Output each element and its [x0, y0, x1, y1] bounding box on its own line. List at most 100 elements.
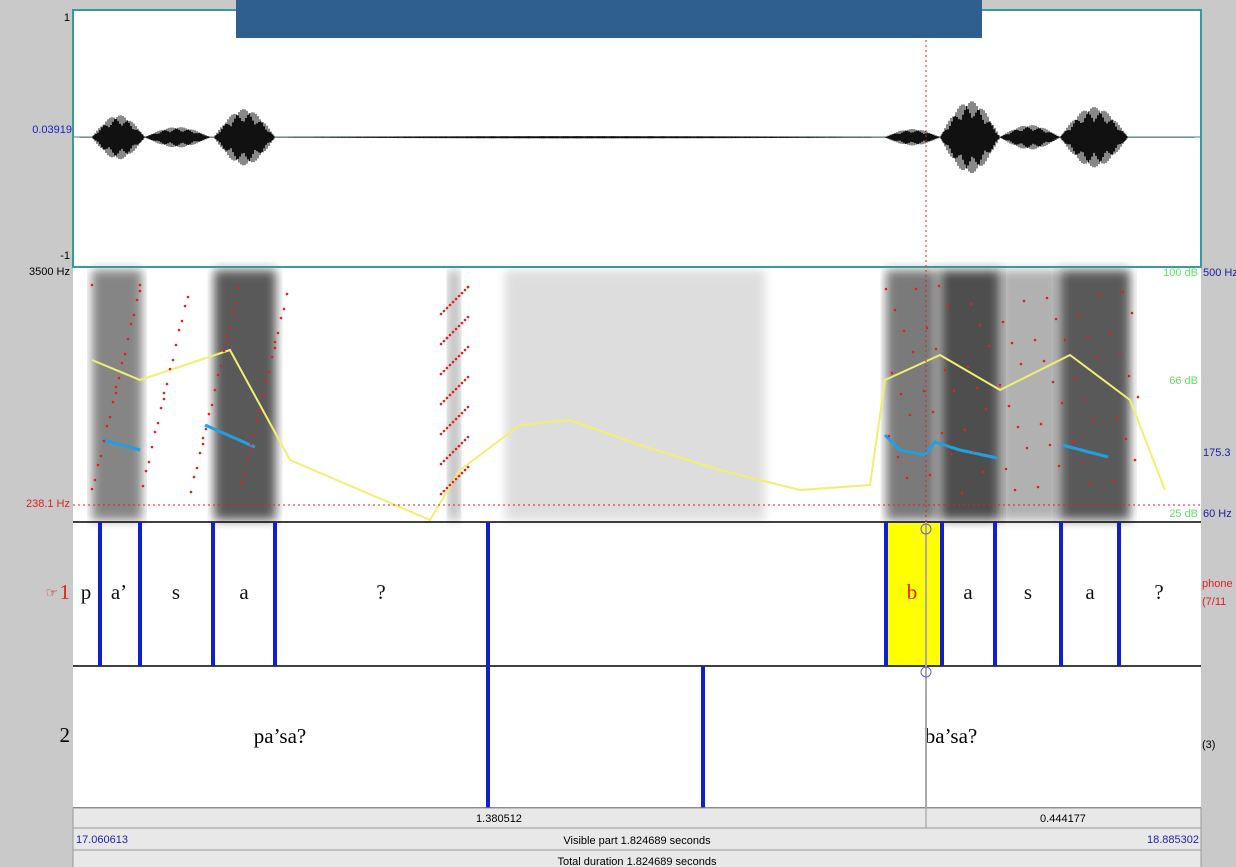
- interval-label[interactable]: ?: [376, 580, 385, 604]
- interval-label[interactable]: ?: [1154, 580, 1163, 604]
- formant-dot: [894, 309, 897, 312]
- formant-dot: [247, 458, 250, 461]
- interval-label[interactable]: pa’sa?: [254, 724, 306, 748]
- formant-dot: [250, 449, 253, 452]
- tier-number[interactable]: 1: [60, 580, 71, 604]
- formant-dot: [449, 454, 452, 457]
- formant-dot: [1072, 441, 1075, 444]
- tier-name: phone: [1202, 578, 1233, 590]
- formant-dot: [274, 341, 277, 344]
- formant-dot: [443, 430, 446, 433]
- formant-dot: [1061, 402, 1064, 405]
- formant-dot: [458, 355, 461, 358]
- formant-dot: [461, 292, 464, 295]
- formant-dot: [455, 478, 458, 481]
- formant-dot: [467, 466, 470, 469]
- formant-dot: [458, 415, 461, 418]
- formant-dot: [452, 331, 455, 334]
- formant-dot: [232, 311, 235, 314]
- interval-label[interactable]: s: [172, 580, 180, 604]
- formant-dot: [941, 432, 944, 435]
- formant-dot: [891, 372, 894, 375]
- formant-dot: [452, 361, 455, 364]
- total-duration[interactable]: Total duration 1.824689 seconds: [557, 856, 717, 867]
- formant-dot: [115, 392, 118, 395]
- formant-dot: [175, 344, 178, 347]
- wave-mid: 0.03919: [32, 124, 72, 136]
- formant-dot: [94, 479, 97, 482]
- end-time: 18.885302: [1147, 834, 1199, 846]
- visible-part[interactable]: Visible part 1.824689 seconds: [563, 835, 711, 847]
- formant-dot: [202, 437, 205, 440]
- tier-count: (3): [1202, 739, 1215, 751]
- tier-number[interactable]: 2: [60, 723, 71, 747]
- formant-dot: [1134, 459, 1137, 462]
- cursor-freq: 238.1 Hz: [26, 498, 70, 510]
- formant-dot: [1014, 489, 1017, 492]
- textgrid-editor: 1 0.03919 -1 3500 Hz 238.1 Hz 100 dB 66 …: [0, 0, 1236, 867]
- formant-dot: [1128, 375, 1131, 378]
- formant-dot: [220, 365, 223, 368]
- formant-dot: [136, 299, 139, 302]
- formant-dot: [1043, 360, 1046, 363]
- formant-dot: [1119, 354, 1122, 357]
- formant-dot: [235, 302, 238, 305]
- interval-label[interactable]: a’: [111, 580, 127, 604]
- formant-dot: [238, 287, 241, 290]
- formant-dot: [163, 392, 166, 395]
- formant-dot: [888, 435, 891, 438]
- interval-label[interactable]: a: [963, 580, 973, 604]
- formant-dot: [443, 310, 446, 313]
- formant-dot: [250, 443, 253, 446]
- formant-dot: [458, 295, 461, 298]
- interval-label[interactable]: b: [907, 580, 918, 604]
- formant-dot: [1113, 480, 1116, 483]
- formant-dot: [184, 305, 187, 308]
- interval-label[interactable]: a: [1085, 580, 1095, 604]
- interval-label[interactable]: ba’sa?: [925, 724, 977, 748]
- formant-dot: [464, 319, 467, 322]
- interval-label[interactable]: p: [81, 580, 92, 604]
- formant-dot: [1087, 336, 1090, 339]
- spectrogram: [73, 270, 1201, 520]
- left-duration[interactable]: 1.380512: [476, 813, 522, 825]
- formant-dot: [458, 475, 461, 478]
- formant-dot: [271, 356, 274, 359]
- formant-dot: [461, 472, 464, 475]
- formant-dot: [190, 491, 193, 494]
- formant-dot: [148, 461, 151, 464]
- formant-dot: [455, 388, 458, 391]
- formant-dot: [226, 335, 229, 338]
- formant-dot: [929, 474, 932, 477]
- formant-dot: [449, 334, 452, 337]
- formant-dot: [1116, 417, 1119, 420]
- formant-dot: [91, 488, 94, 491]
- formant-dot: [1096, 357, 1099, 360]
- formant-dot: [461, 442, 464, 445]
- formant-dot: [229, 326, 232, 329]
- formant-dot: [1093, 420, 1096, 423]
- formant-dot: [464, 469, 467, 472]
- formant-dot: [950, 453, 953, 456]
- intensity-mid: 66 dB: [1169, 375, 1198, 387]
- tier-pointer: ☞: [45, 585, 58, 601]
- formant-dot: [1058, 465, 1061, 468]
- formant-dot: [443, 490, 446, 493]
- formant-dot: [461, 382, 464, 385]
- interval-label[interactable]: a: [239, 580, 249, 604]
- formant-dot: [926, 327, 929, 330]
- spectral-energy: [886, 270, 938, 520]
- formant-dot: [196, 467, 199, 470]
- formant-dot: [467, 286, 470, 289]
- formant-dot: [106, 425, 109, 428]
- interval-label[interactable]: s: [1024, 580, 1032, 604]
- formant-dot: [178, 329, 181, 332]
- formant-dot: [458, 445, 461, 448]
- formant-dot: [154, 431, 157, 434]
- title-banner: [236, 0, 982, 38]
- formant-dot: [1005, 468, 1008, 471]
- formant-dot: [1017, 426, 1020, 429]
- formant-dot: [923, 390, 926, 393]
- right-duration[interactable]: 0.444177: [1040, 813, 1086, 825]
- formant-dot: [1064, 339, 1067, 342]
